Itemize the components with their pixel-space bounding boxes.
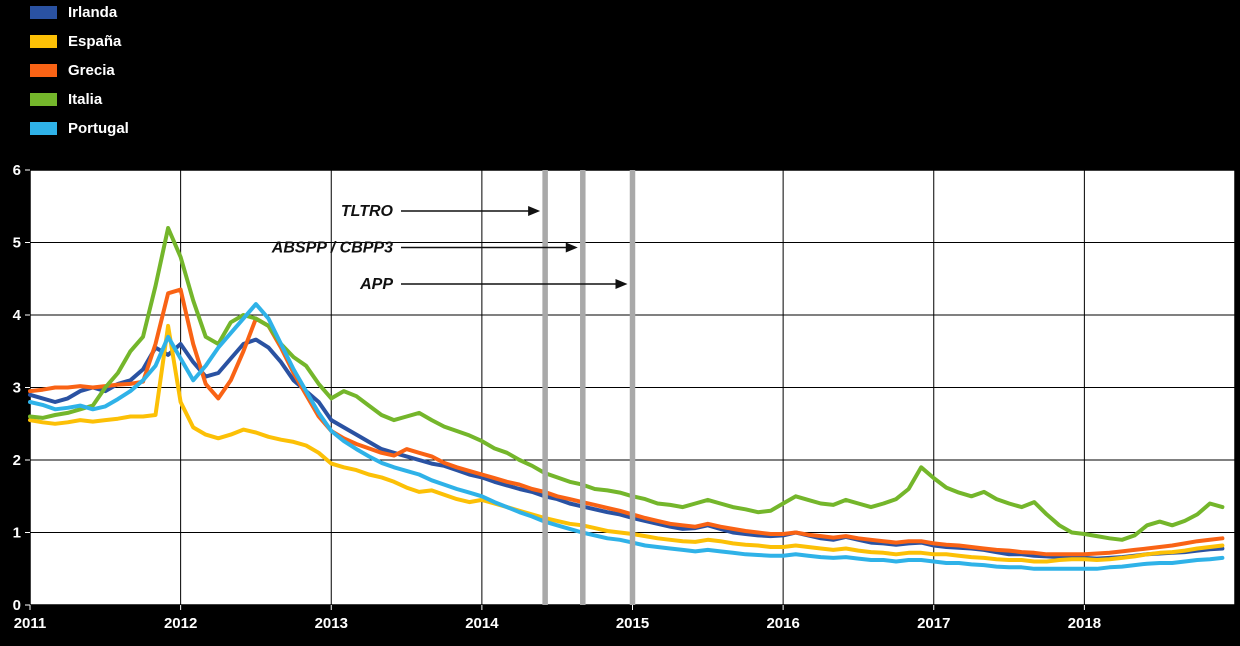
series-line-espaa <box>28 323 1225 564</box>
annotation-label-tltro: TLTRO <box>341 203 394 220</box>
legend-swatch-irlanda <box>30 6 57 19</box>
x-axis-tick-label: 2015 <box>616 615 649 632</box>
y-axis-tick-label: 0 <box>13 597 21 614</box>
x-axis-tick-label: 2018 <box>1068 615 1101 632</box>
event-line-app <box>629 170 636 605</box>
x-axis-tick-label: 2014 <box>465 615 499 632</box>
series-line-irlanda <box>28 337 1225 561</box>
x-axis-tick-label: 2011 <box>14 615 47 632</box>
y-axis-tick-label: 6 <box>13 162 21 179</box>
legend-swatch-italia <box>30 93 57 106</box>
legend: Irlanda España Grecia Italia Portugal <box>30 4 129 151</box>
y-axis-tick-label: 1 <box>13 525 21 542</box>
legend-item: Italia <box>30 91 129 108</box>
y-axis-tick-label: 4 <box>13 307 22 324</box>
legend-label: Italia <box>68 91 103 108</box>
annotation-arrow-head-icon <box>565 242 578 253</box>
annotation-label-absppcbpp3: ABSPP / CBPP3 <box>271 240 393 257</box>
legend-label: Grecia <box>68 62 115 79</box>
legend-swatch-grecia <box>30 64 57 77</box>
y-axis-tick-label: 2 <box>13 452 21 469</box>
series-line-portugal <box>28 302 1225 571</box>
x-axis-tick-label: 2012 <box>164 615 197 632</box>
event-line-tltro <box>542 170 548 605</box>
event-line-absppcbpp3 <box>580 170 586 605</box>
y-axis-tick-label: 3 <box>13 380 21 397</box>
y-axis-tick-label: 5 <box>13 235 21 252</box>
legend-item: Irlanda <box>30 4 129 21</box>
legend-label: Irlanda <box>68 4 118 21</box>
x-axis-tick-label: 2013 <box>315 615 348 632</box>
annotation-arrow-head-icon <box>528 206 541 216</box>
x-axis-tick-label: 2016 <box>766 615 799 632</box>
x-axis-tick-label: 2017 <box>917 615 950 632</box>
legend-item: España <box>30 33 129 50</box>
legend-label: Portugal <box>68 120 129 137</box>
annotation-arrow-head-icon <box>615 279 628 289</box>
legend-swatch-portugal <box>30 122 57 135</box>
legend-swatch-espana <box>30 35 57 48</box>
series-line-italia <box>28 226 1225 542</box>
legend-item: Portugal <box>30 120 129 137</box>
annotation-label-app: APP <box>359 276 393 293</box>
legend-label: España <box>68 33 122 50</box>
legend-item: Grecia <box>30 62 129 79</box>
series-line-grecia <box>28 287 1225 557</box>
